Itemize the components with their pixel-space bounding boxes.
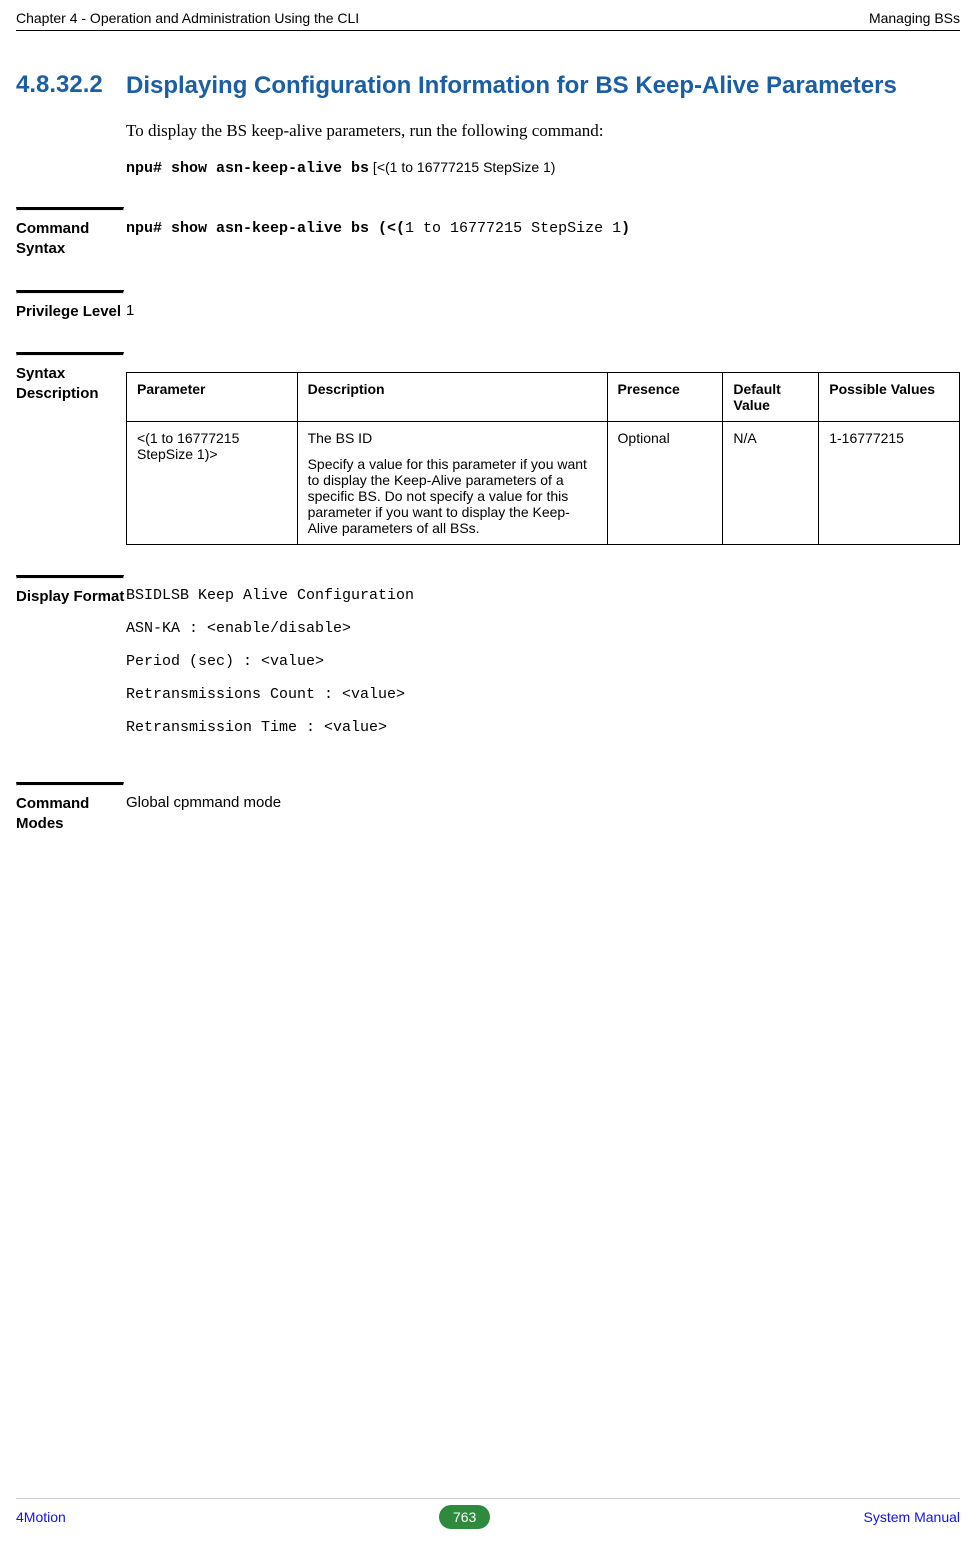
display-line: BSIDLSB Keep Alive Configuration [126, 587, 960, 604]
privilege-label: Privilege Level [16, 294, 126, 322]
privilege-value: 1 [126, 294, 960, 319]
col-possible: Possible Values [819, 372, 960, 421]
cmd-syntax-suffix: ) [621, 220, 630, 237]
privilege-block: Privilege Level 1 [16, 290, 960, 322]
syntax-table: Parameter Description Presence Default V… [126, 372, 960, 545]
col-presence: Presence [607, 372, 723, 421]
display-format-content: BSIDLSB Keep Alive Configuration ASN-KA … [126, 579, 960, 752]
cell-possible: 1-16777215 [819, 421, 960, 544]
command-syntax-value: npu# show asn-keep-alive bs (<(1 to 1677… [126, 211, 960, 237]
cell-desc-detail: Specify a value for this parameter if yo… [308, 456, 597, 536]
cell-presence: Optional [607, 421, 723, 544]
display-format-block: Display Format BSIDLSB Keep Alive Config… [16, 575, 960, 752]
table-header-row: Parameter Description Presence Default V… [127, 372, 960, 421]
header-right: Managing BSs [869, 10, 960, 26]
page-footer: 4Motion 763 System Manual [0, 1498, 976, 1545]
col-parameter: Parameter [127, 372, 298, 421]
cmd-syntax-prefix: npu# show asn-keep-alive bs (<( [126, 220, 405, 237]
command-example-suffix: [<(1 to 16777215 StepSize 1) [369, 159, 555, 175]
command-syntax-block: Command Syntax npu# show asn-keep-alive … [16, 207, 960, 260]
command-example: npu# show asn-keep-alive bs [<(1 to 1677… [126, 159, 960, 177]
display-line: Period (sec) : <value> [126, 653, 960, 670]
syntax-description-label: Syntax Description [16, 356, 126, 405]
display-format-label: Display Format [16, 579, 126, 607]
col-default: Default Value [723, 372, 819, 421]
display-line: Retransmission Time : <value> [126, 719, 960, 736]
col-description: Description [297, 372, 607, 421]
section-heading: 4.8.32.2 Displaying Configuration Inform… [16, 71, 960, 101]
syntax-description-block: Syntax Description Parameter Description… [16, 352, 960, 545]
footer-left: 4Motion [16, 1509, 66, 1525]
command-modes-value: Global cpmmand mode [126, 786, 960, 811]
display-line: ASN-KA : <enable/disable> [126, 620, 960, 637]
footer-rule [16, 1498, 960, 1499]
table-row: <(1 to 16777215 StepSize 1)> The BS ID S… [127, 421, 960, 544]
cell-desc-main: The BS ID [308, 430, 597, 446]
command-modes-label: Command Modes [16, 786, 126, 835]
cell-description: The BS ID Specify a value for this param… [297, 421, 607, 544]
header-left: Chapter 4 - Operation and Administration… [16, 10, 359, 26]
footer-right: System Manual [864, 1509, 960, 1525]
cmd-syntax-middle: 1 to 16777215 StepSize 1 [405, 220, 621, 237]
section-number: 4.8.32.2 [16, 71, 126, 101]
command-syntax-label: Command Syntax [16, 211, 126, 260]
display-line: Retransmissions Count : <value> [126, 686, 960, 703]
command-modes-block: Command Modes Global cpmmand mode [16, 782, 960, 835]
command-example-prefix: npu# show asn-keep-alive bs [126, 160, 369, 177]
cell-parameter: <(1 to 16777215 StepSize 1)> [127, 421, 298, 544]
cell-default: N/A [723, 421, 819, 544]
page-number-badge: 763 [439, 1505, 490, 1529]
section-title: Displaying Configuration Information for… [126, 71, 897, 101]
page-header: Chapter 4 - Operation and Administration… [16, 0, 960, 31]
intro-text: To display the BS keep-alive parameters,… [126, 121, 960, 141]
